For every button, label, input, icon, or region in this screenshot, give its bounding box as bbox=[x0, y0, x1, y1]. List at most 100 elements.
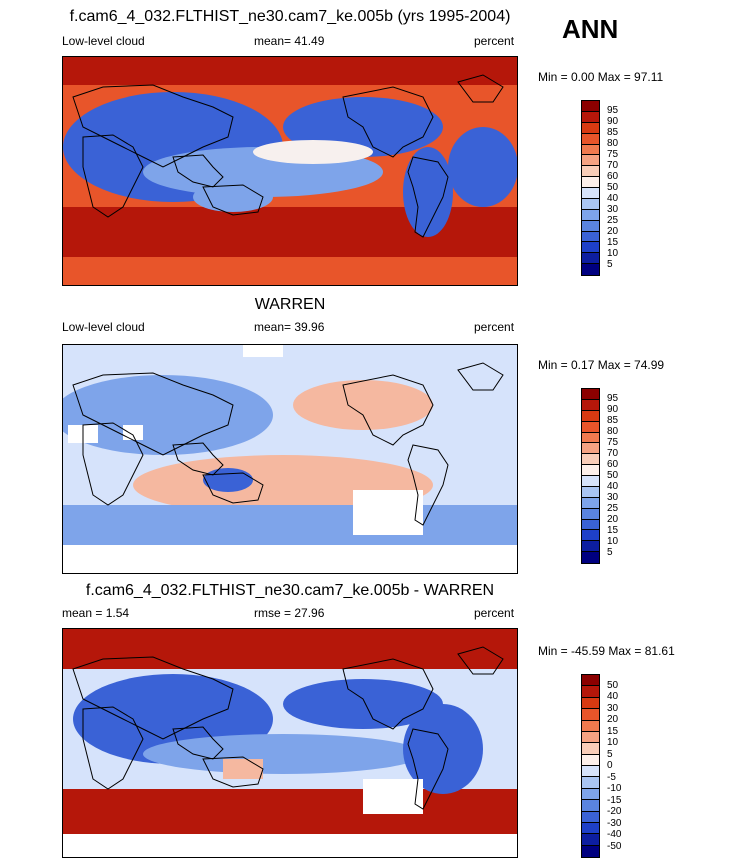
colorbar-tick-label: 70 bbox=[607, 448, 619, 459]
colorbar-tick-label: 15 bbox=[607, 725, 619, 737]
colorbar-swatch bbox=[582, 264, 599, 275]
panel-2-left-label: Low-level cloud bbox=[62, 320, 145, 334]
coastline bbox=[457, 362, 504, 391]
coastline bbox=[72, 372, 234, 456]
colorbar-tick-label: 0 bbox=[607, 760, 613, 771]
colorbar-tick-label: 75 bbox=[607, 149, 619, 160]
colorbar-tick-label: 25 bbox=[607, 215, 619, 226]
panel-3-title: f.cam6_4_032.FLTHIST_ne30.cam7_ke.005b -… bbox=[85, 582, 495, 599]
colorbar-tick-label: -10 bbox=[607, 783, 622, 794]
colorbar-swatch bbox=[582, 508, 599, 520]
colorbar-swatch bbox=[582, 709, 599, 721]
coastline bbox=[82, 422, 144, 506]
colorbar-swatch bbox=[582, 697, 599, 710]
colorbar-tick-label: 20 bbox=[607, 714, 619, 725]
colorbar-swatch bbox=[582, 465, 599, 476]
colorbar-swatch bbox=[582, 720, 599, 732]
colorbar-tick-label: 85 bbox=[607, 415, 619, 426]
missing-block bbox=[353, 490, 423, 535]
colorbar-swatch bbox=[582, 675, 599, 687]
colorbar-tick-label: 95 bbox=[607, 393, 619, 404]
colorbar-swatch bbox=[582, 686, 599, 698]
colorbar-tick-label: -20 bbox=[607, 806, 622, 817]
colorbar-tick-label: 5 bbox=[607, 547, 613, 558]
arctic-band bbox=[63, 629, 517, 669]
colorbar-swatch bbox=[582, 743, 599, 755]
season-label: ANN bbox=[562, 14, 619, 44]
colorbar-tick-label: 40 bbox=[607, 193, 619, 204]
colorbar-swatch bbox=[582, 834, 599, 846]
colorbar-tick-label: 70 bbox=[607, 160, 619, 171]
coastline bbox=[407, 444, 449, 526]
diff-patch bbox=[223, 759, 263, 779]
colorbar-tick-label: 80 bbox=[607, 138, 619, 149]
panel-1-minmax: Min = 0.00 Max = 97.11 bbox=[538, 70, 664, 84]
antarctic-missing bbox=[63, 834, 517, 857]
colorbar-tick-label: 10 bbox=[607, 737, 619, 748]
missing-block bbox=[123, 425, 143, 440]
coastline bbox=[202, 756, 264, 788]
panel-3-mean-label: mean = 1.54 bbox=[62, 606, 130, 620]
coastline bbox=[72, 84, 234, 168]
colorbar-swatch bbox=[582, 399, 599, 411]
colorbar-swatch bbox=[582, 754, 599, 766]
colorbar-tick-label: 10 bbox=[607, 248, 619, 259]
coastline bbox=[172, 442, 224, 476]
colorbar-swatch bbox=[582, 800, 599, 812]
colorbar-swatch bbox=[582, 731, 599, 744]
coastline bbox=[407, 156, 449, 238]
colorbar-tick-label: 15 bbox=[607, 525, 619, 536]
colorbar-swatch bbox=[582, 541, 599, 553]
colorbar-swatch bbox=[582, 410, 599, 422]
colorbar-swatch bbox=[582, 519, 599, 531]
colorbar-tick-label: 30 bbox=[607, 492, 619, 503]
panel-1-left-label: Low-level cloud bbox=[62, 34, 145, 48]
arctic-band bbox=[63, 57, 517, 85]
colorbar-tick-label: -40 bbox=[607, 829, 622, 840]
coastline bbox=[172, 726, 224, 760]
colorbar-swatch bbox=[582, 421, 599, 433]
colorbar-swatch bbox=[582, 209, 599, 221]
colorbar-swatch bbox=[582, 133, 599, 145]
north-pacific-region bbox=[293, 380, 433, 430]
antarctic-band bbox=[63, 257, 517, 285]
australia-region bbox=[203, 468, 253, 492]
north-pacific-region bbox=[283, 679, 443, 729]
colorbar-tick-label: 10 bbox=[607, 536, 619, 547]
colorbar-swatch bbox=[582, 811, 599, 823]
panel-3-colorbar bbox=[581, 674, 600, 858]
colorbar-tick-label: 85 bbox=[607, 127, 619, 138]
colorbar-swatch bbox=[582, 242, 599, 254]
coastline bbox=[457, 646, 504, 675]
colorbar-tick-label: -50 bbox=[607, 840, 622, 852]
coastline bbox=[82, 706, 144, 790]
panel-1-mean-label: mean= 41.49 bbox=[254, 34, 325, 48]
colorbar-swatch bbox=[582, 530, 599, 542]
colorbar-swatch bbox=[582, 486, 599, 498]
colorbar-swatch bbox=[582, 253, 599, 265]
colorbar-swatch bbox=[582, 552, 599, 563]
panel-2-minmax: Min = 0.17 Max = 74.99 bbox=[538, 358, 665, 372]
colorbar-swatch bbox=[582, 476, 599, 487]
colorbar-swatch bbox=[582, 766, 599, 778]
tropical-band bbox=[143, 734, 423, 774]
eurasia-region bbox=[63, 375, 273, 455]
coastline bbox=[202, 184, 264, 216]
colorbar-tick-label: 60 bbox=[607, 171, 619, 182]
colorbar-tick-label: 80 bbox=[607, 426, 619, 437]
colorbar-tick-label: 40 bbox=[607, 481, 619, 492]
south-america-region bbox=[403, 147, 453, 237]
colorbar-swatch bbox=[582, 822, 599, 835]
colorbar-swatch bbox=[582, 155, 599, 167]
colorbar-swatch bbox=[582, 454, 599, 466]
panel-2-map bbox=[62, 344, 518, 574]
colorbar-tick-label: 50 bbox=[607, 182, 619, 193]
missing-block bbox=[363, 779, 423, 814]
southern-ocean-band bbox=[63, 207, 517, 257]
colorbar-tick-label: 60 bbox=[607, 459, 619, 470]
colorbar-swatch bbox=[582, 166, 599, 178]
atlantic-region bbox=[403, 704, 483, 794]
colorbar-swatch bbox=[582, 432, 599, 444]
coastline bbox=[457, 74, 504, 103]
southern-ocean-band bbox=[63, 789, 517, 834]
